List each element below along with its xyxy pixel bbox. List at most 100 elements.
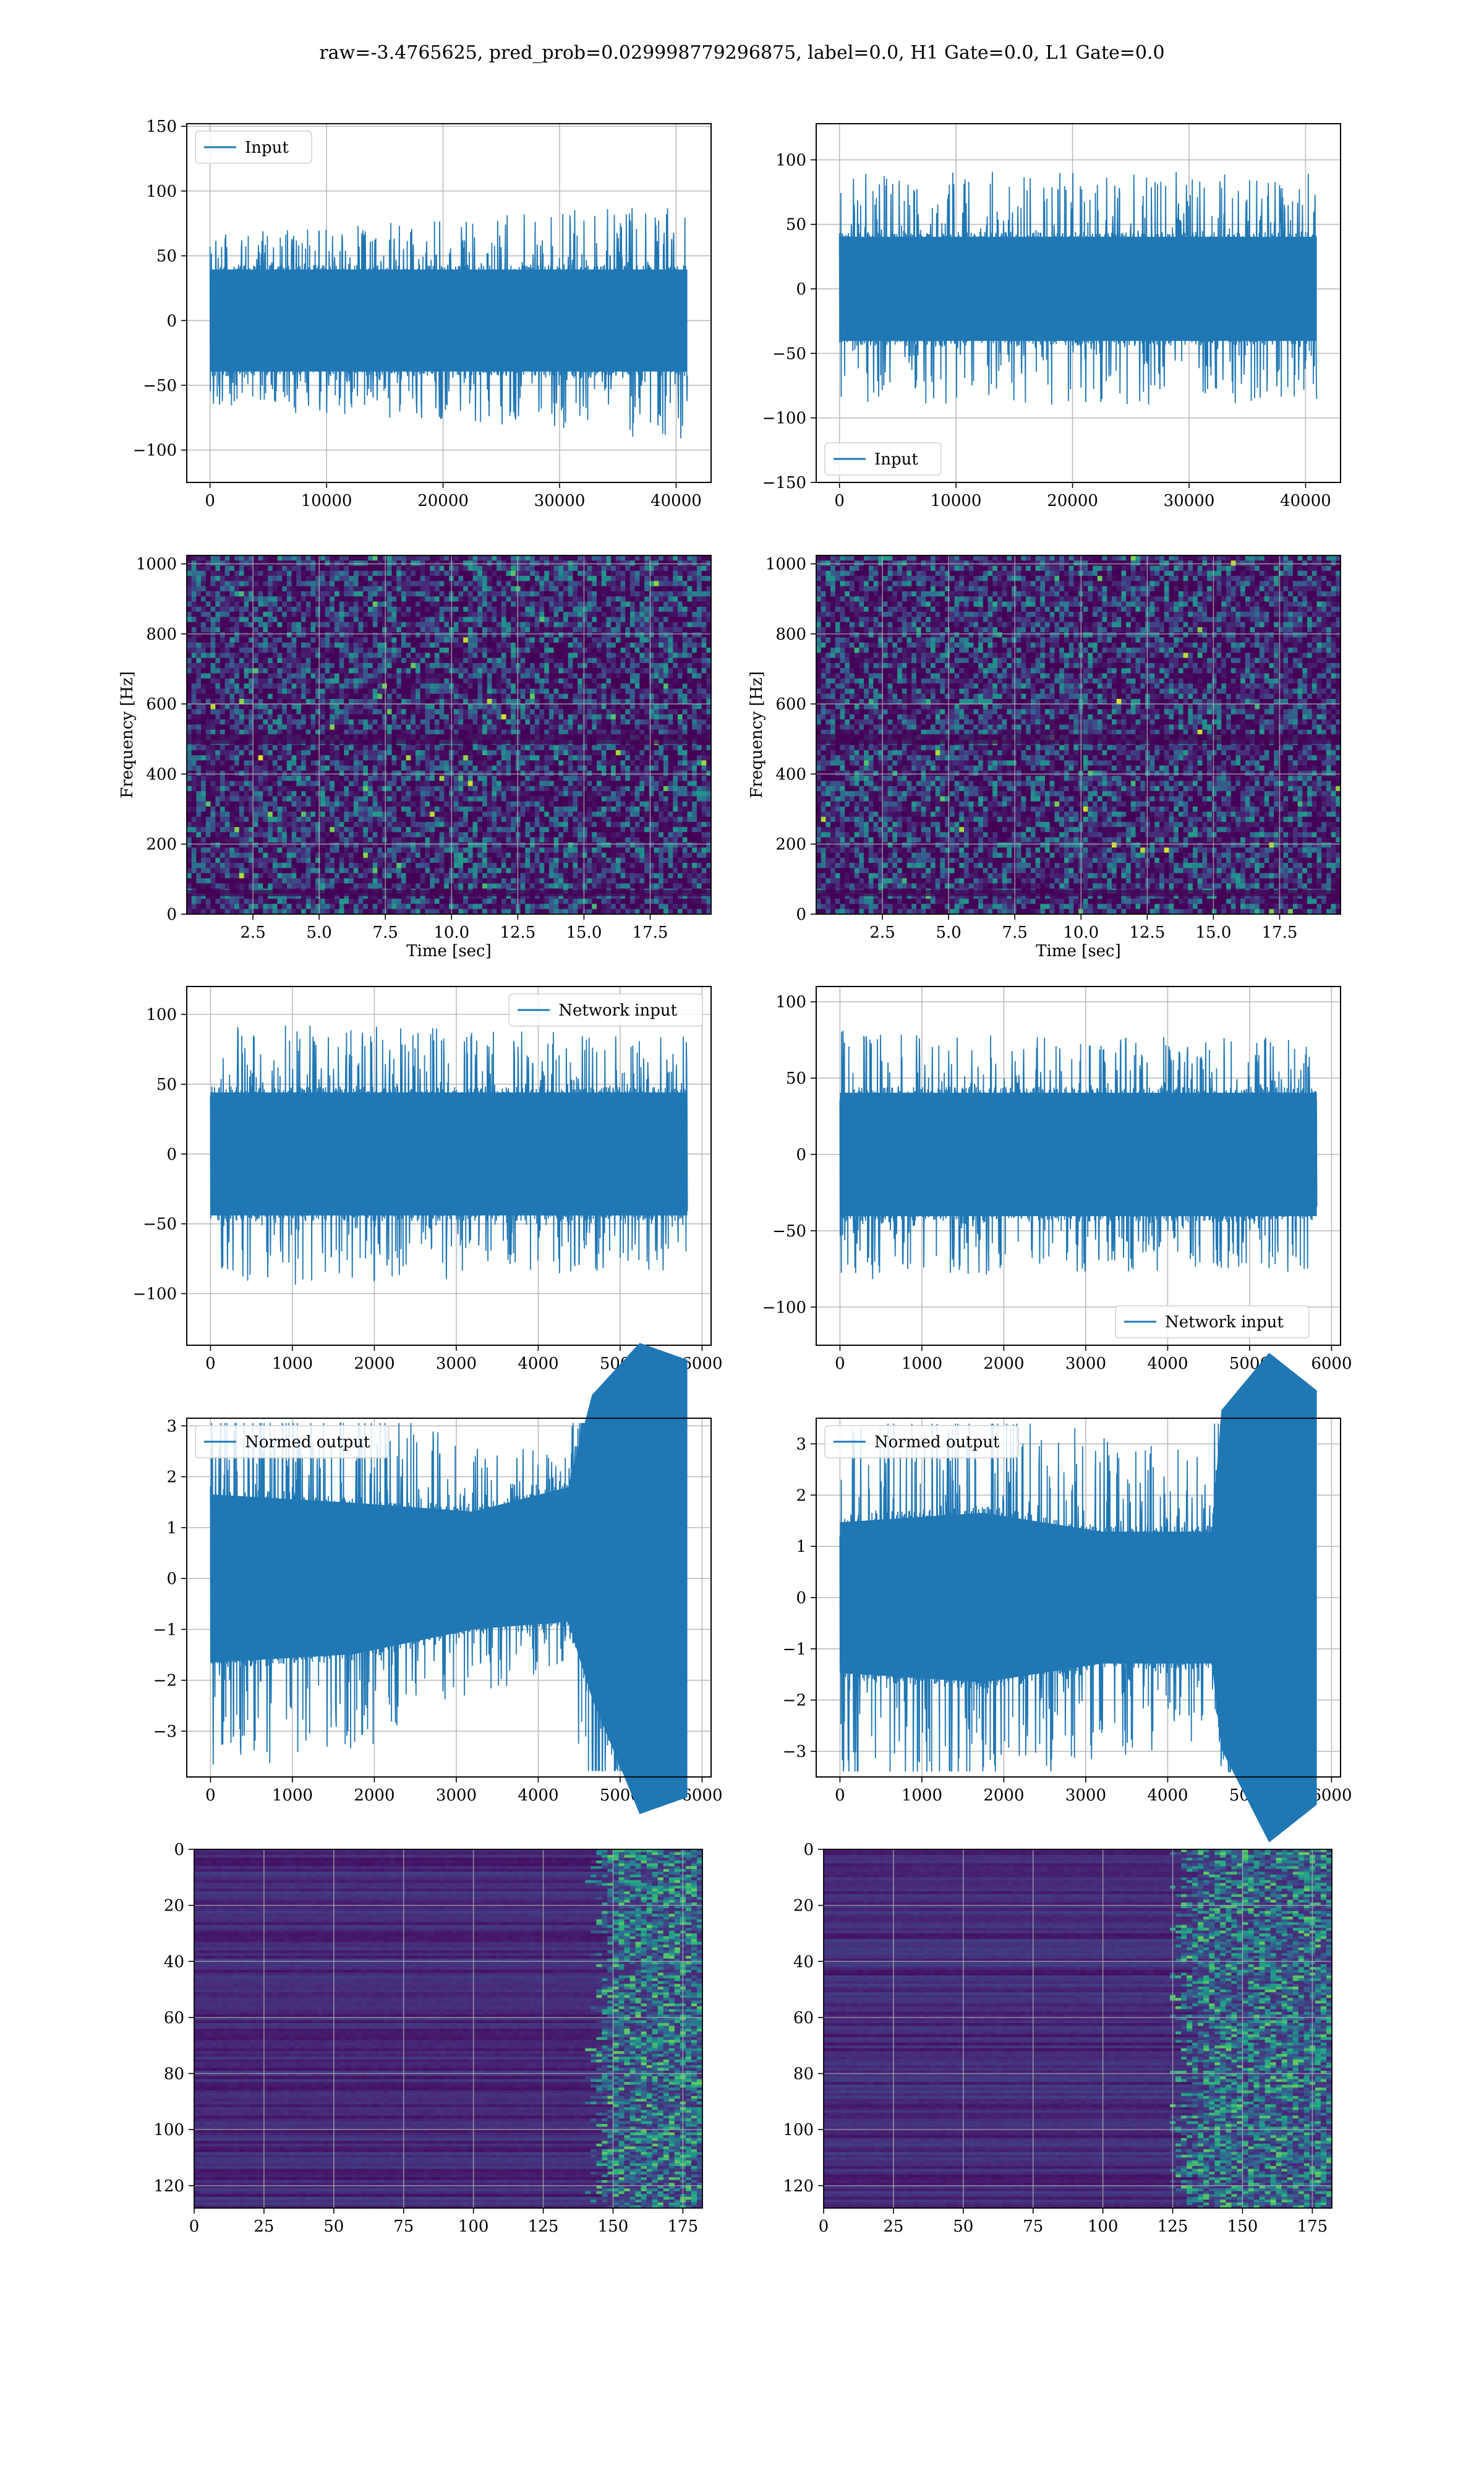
y-tick-label: 600	[146, 695, 177, 714]
x-tick-label: 50	[323, 2217, 344, 2236]
y-tick-label: 3	[796, 1435, 806, 1453]
y-tick-label: 400	[146, 765, 177, 784]
x-tick-label: 2.5	[869, 923, 895, 942]
x-tick-label: 1000	[902, 1786, 942, 1805]
legend-label: Network input	[1165, 1313, 1284, 1332]
x-tick-label: 40000	[1280, 492, 1331, 510]
y-tick-label: 200	[146, 836, 177, 854]
y-tick-label: 400	[775, 765, 806, 784]
x-tick-label: 3000	[1065, 1786, 1106, 1805]
y-tick-label: 0	[796, 280, 806, 299]
y-tick-label: 0	[796, 905, 806, 924]
y-tick-label: −50	[772, 1222, 806, 1241]
y-tick-label: 50	[786, 216, 806, 234]
y-tick-label: 0	[166, 905, 177, 924]
x-tick-label: 75	[1023, 2217, 1043, 2236]
y-tick-label: −100	[133, 442, 177, 460]
y-tick-label: 100	[153, 2121, 184, 2139]
subplot-r4c1: 0 1000 2000 3000 4000 5000 6000−3−2−10123Norme…	[153, 1343, 723, 1814]
series-band	[210, 1092, 687, 1215]
y-tick-label: −100	[762, 1298, 806, 1317]
subplot-r1c1: 0 10000 20000 30000 40000−100−50050100150Inp…	[133, 118, 711, 510]
dark-band	[816, 734, 1341, 744]
y-tick-label: −50	[143, 1215, 177, 1234]
x-tick-label: 2000	[354, 1355, 394, 1373]
x-tick-label: 17.5	[1262, 923, 1298, 942]
x-tick-label: 15.0	[1195, 923, 1231, 942]
heatmap-cells	[194, 1849, 703, 2209]
x-tick-label: 150	[1227, 2217, 1258, 2236]
y-tick-label: 60	[793, 2009, 814, 2027]
x-tick-label: 12.5	[1129, 923, 1165, 942]
y-axis-label: Frequency [Hz]	[748, 671, 766, 798]
x-tick-label: 1000	[902, 1355, 942, 1373]
x-tick-label: 7.5	[1002, 923, 1028, 942]
y-tick-label: −2	[783, 1692, 806, 1710]
subplot-r2c1: 2.5 5.0 7.5 10.0 12.5 15.0 17.5020040060080010…	[118, 555, 712, 961]
x-tick-label: 7.5	[373, 923, 398, 942]
y-tick-label: 1000	[136, 555, 177, 574]
x-tick-label: 4000	[1147, 1786, 1188, 1805]
y-tick-label: −100	[133, 1285, 177, 1303]
y-tick-label: −1	[153, 1620, 177, 1639]
y-tick-label: 40	[164, 1953, 184, 1971]
y-tick-label: 100	[146, 182, 177, 201]
x-axis-label: Time [sec]	[406, 942, 492, 961]
x-tick-label: 125	[1158, 2217, 1188, 2236]
legend-label: Network input	[558, 1001, 677, 1020]
x-tick-label: 0	[205, 1355, 216, 1373]
y-tick-label: 0	[803, 1841, 814, 1859]
x-tick-label: 30000	[534, 492, 586, 510]
y-tick-label: 50	[156, 1076, 177, 1094]
x-tick-label: 3000	[436, 1786, 477, 1805]
y-tick-label: 1000	[765, 555, 806, 574]
heatmap-cells	[187, 555, 712, 915]
y-tick-label: 1	[796, 1538, 806, 1556]
y-tick-label: 80	[164, 2065, 184, 2084]
legend: Normed output	[195, 1426, 389, 1458]
subplot-r4c2: 0100020003000400050006000−3−2−10123Norme…	[783, 1353, 1352, 1843]
y-tick-label: 100	[146, 1006, 177, 1024]
dark-band	[187, 890, 711, 896]
legend: Input	[825, 443, 941, 475]
y-tick-label: 1	[166, 1519, 177, 1538]
legend: Network input	[509, 994, 702, 1026]
x-tick-label: 5.0	[306, 923, 331, 942]
y-tick-label: 20	[793, 1897, 814, 1915]
x-tick-label: 0	[834, 492, 845, 510]
x-tick-label: 25	[254, 2217, 274, 2236]
y-tick-label: 0	[174, 1841, 184, 1859]
x-tick-label: 2000	[983, 1355, 1024, 1373]
x-tick-label: 100	[1088, 2217, 1119, 2236]
y-tick-label: 50	[156, 247, 177, 266]
y-tick-label: 120	[783, 2177, 814, 2196]
x-tick-label: 20000	[417, 492, 469, 510]
y-tick-label: 80	[793, 2065, 814, 2084]
x-tick-label: 6000	[681, 1355, 722, 1373]
x-tick-label: 0	[189, 2217, 200, 2236]
x-tick-label: 5.0	[936, 923, 961, 942]
x-tick-label: 75	[393, 2217, 414, 2236]
x-tick-label: 10000	[931, 492, 982, 510]
x-tick-label: 6000	[1311, 1786, 1352, 1805]
y-tick-label: 0	[166, 1145, 177, 1164]
x-tick-label: 0	[205, 1786, 216, 1805]
dark-band	[816, 890, 1341, 896]
x-tick-label: 2000	[983, 1786, 1024, 1805]
legend-label: Normed output	[245, 1433, 370, 1452]
y-tick-label: 100	[783, 2121, 814, 2139]
x-tick-label: 15.0	[566, 923, 602, 942]
subplot-r1c2: 0 10000 20000 30000 40000−150−100−50050100In…	[762, 124, 1341, 510]
x-tick-label: 2.5	[240, 923, 265, 942]
y-tick-label: 200	[775, 836, 806, 854]
y-tick-label: −3	[153, 1723, 177, 1741]
x-tick-label: 0	[205, 492, 215, 510]
x-tick-label: 150	[598, 2217, 629, 2236]
y-tick-label: 3	[166, 1417, 177, 1436]
y-tick-label: 100	[775, 993, 806, 1012]
y-tick-label: 600	[775, 695, 806, 714]
x-tick-label: 125	[528, 2217, 559, 2236]
